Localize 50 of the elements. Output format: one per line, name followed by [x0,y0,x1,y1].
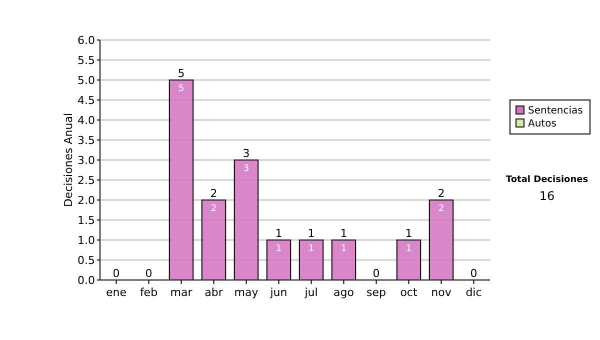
x-tick-label: dic [466,286,482,299]
data-label: 5 [178,84,184,94]
y-tick-label: 4.0 [78,114,95,127]
total-label: 1 [340,227,348,240]
legend-label: Autos [528,118,556,130]
data-label: 3 [243,164,250,174]
total-label: 2 [438,187,445,200]
data-label: 1 [340,244,347,254]
text: Total Decisiones [506,175,588,185]
x-tick-label: oct [400,286,418,299]
x-tick-label: feb [140,286,158,299]
y-tick-label: 2.5 [78,174,95,187]
total-label: 0 [470,267,478,280]
x-tick-label: may [234,286,259,299]
y-tick-label: 5.0 [78,74,95,87]
x-tick-label: jun [269,286,288,299]
y-tick-label: 6.0 [78,34,95,47]
data-label: 2 [438,204,444,214]
y-tick-label: 5.5 [78,54,95,67]
data-label: 2 [210,204,217,214]
data-label: 1 [308,244,314,254]
x-tick-label: nov [431,286,452,299]
x-tick-label: abr [204,286,224,299]
y-tick-label: 1.0 [78,234,95,247]
x-tick-label: ago [334,286,354,299]
data-label: 1 [276,244,282,254]
total-label: 2 [210,187,218,200]
legend-label: Sentencias [528,106,583,116]
total-label: 0 [372,267,380,280]
total-label: 0 [112,267,120,280]
y-tick-label: 0.5 [78,254,95,267]
total-label: 3 [242,147,250,160]
y-tick-label: 3.5 [78,134,95,147]
x-tick-label: ene [106,286,127,299]
total-label: 1 [405,227,412,240]
y-axis-title: Decisiones Anual [62,112,75,208]
total-label: 0 [145,267,152,280]
total-label: 1 [308,227,315,240]
total-label: 5 [178,67,185,80]
data-label: 1 [406,244,412,254]
x-tick-label: mar [170,286,193,299]
y-tick-label: 0.0 [78,274,95,287]
y-tick-label: 2.0 [78,194,95,207]
x-tick-label: jul [304,286,318,299]
text: 16 [539,189,555,203]
y-tick-label: 3.0 [78,154,95,167]
x-tick-label: sep [366,286,386,299]
y-tick-label: 4.5 [78,94,95,107]
y-tick-label: 1.5 [78,214,95,227]
total-label: 1 [275,227,282,240]
